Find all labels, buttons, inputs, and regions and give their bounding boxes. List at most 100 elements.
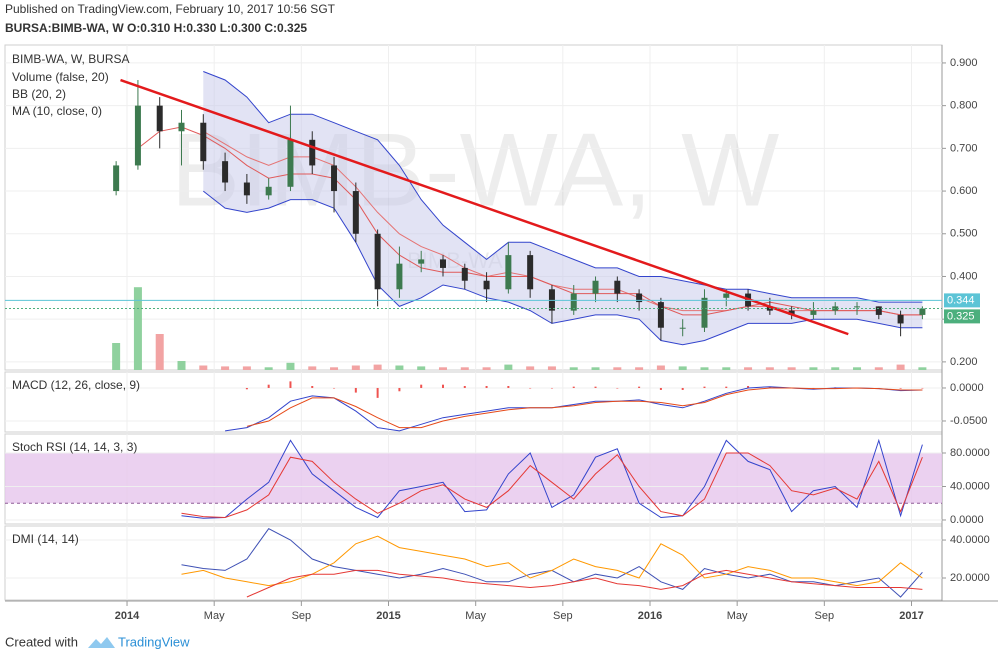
indicator-line xyxy=(246,569,923,598)
price-label-box xyxy=(944,293,980,308)
price-label: 0.325 xyxy=(947,310,975,322)
volume-bar xyxy=(373,364,382,370)
price-label-box xyxy=(944,309,980,324)
volume-bar xyxy=(133,287,142,370)
candle-body xyxy=(287,139,294,187)
pane-title: Stoch RSI (14, 14, 3, 3) xyxy=(12,440,137,454)
histogram-bar xyxy=(289,381,292,388)
candle-body xyxy=(134,105,141,166)
candle-body xyxy=(374,233,381,290)
volume-bar xyxy=(351,365,360,370)
volume-bar xyxy=(112,343,121,370)
y-tick-label: 0.200 xyxy=(950,356,978,368)
volume-bar xyxy=(765,367,774,370)
x-tick-label: 2015 xyxy=(376,610,400,622)
histogram-bar xyxy=(311,385,314,388)
y-tick-label: 80.0000 xyxy=(950,447,990,459)
volume-bar xyxy=(264,367,273,370)
volume-bar xyxy=(787,367,796,370)
y-tick-label: 40.0000 xyxy=(950,480,990,492)
candle-body xyxy=(222,161,229,183)
candle-body xyxy=(592,280,599,294)
volume-bar xyxy=(896,364,905,370)
histogram-bar xyxy=(529,387,532,389)
tradingview-logo xyxy=(88,637,115,648)
candle-body xyxy=(439,259,446,268)
candle-body xyxy=(875,306,882,315)
legend-entry: BB (20, 2) xyxy=(12,87,66,101)
indicator-line xyxy=(181,452,923,519)
volume-bar xyxy=(482,367,491,370)
x-tick-label: May xyxy=(727,610,748,622)
volume-bar xyxy=(330,367,339,370)
histogram-bar xyxy=(703,386,706,388)
band-middle xyxy=(203,130,923,316)
x-tick-label: Sep xyxy=(553,610,573,622)
pane-title: DMI (14, 14) xyxy=(12,532,79,546)
volume-bar xyxy=(438,367,447,370)
histogram-bar xyxy=(616,387,619,389)
candle-body xyxy=(919,308,926,315)
histogram-bar xyxy=(899,387,902,389)
symbol-line: BURSA:BIMB-WA, W O:0.310 H:0.330 L:0.300… xyxy=(5,21,307,35)
candle-body xyxy=(178,122,185,132)
histogram-bar xyxy=(768,386,771,388)
histogram-bar xyxy=(245,387,248,390)
candle-body xyxy=(505,255,512,290)
volume-bar xyxy=(547,366,556,370)
volume-bar xyxy=(504,364,513,370)
volume-bar xyxy=(700,367,709,370)
histogram-bar xyxy=(441,384,444,388)
volume-bar xyxy=(286,362,295,370)
volume-bar xyxy=(635,367,644,370)
volume-bar xyxy=(722,367,731,370)
band-lower xyxy=(202,190,923,346)
histogram-bar xyxy=(921,387,924,389)
y-tick-label: 0.0000 xyxy=(950,382,984,394)
histogram-bar xyxy=(507,385,510,388)
x-tick-label: 2014 xyxy=(115,610,140,622)
candle-body xyxy=(832,306,839,311)
volume-bar xyxy=(591,367,600,370)
x-tick-label: Sep xyxy=(815,610,835,622)
candle-body xyxy=(527,255,534,290)
y-tick-label: -0.0500 xyxy=(950,415,987,427)
histogram-bar xyxy=(463,385,466,388)
candle-body xyxy=(701,297,708,328)
created-with: Created with xyxy=(5,634,78,649)
volume-bar xyxy=(874,367,883,370)
plot-area: 2014 May Sep 2015 May Sep 2016 May Sep 2017 BIMB-W… xyxy=(4,40,998,622)
histogram-bar xyxy=(681,387,684,390)
candle-body xyxy=(897,314,904,324)
volume-bar xyxy=(242,366,251,370)
candle-body xyxy=(243,182,250,196)
indicator-line xyxy=(181,535,923,587)
band-fill xyxy=(5,453,942,504)
volume-bar xyxy=(613,367,622,370)
volume-bar xyxy=(308,366,317,370)
legend-entry: Volume (false, 20) xyxy=(12,70,109,84)
candle-body xyxy=(679,327,686,329)
volume-bar xyxy=(526,366,535,370)
candle-body xyxy=(788,310,795,315)
volume-bar xyxy=(417,366,426,370)
y-tick-label: 0.0000 xyxy=(950,514,984,526)
volume-bar xyxy=(678,366,687,370)
x-tick-label: Sep xyxy=(292,610,312,622)
legend-entry: MA (10, close, 0) xyxy=(12,104,102,118)
volume-bar xyxy=(656,365,665,370)
histogram-bar xyxy=(420,384,423,388)
candle-body xyxy=(636,293,643,303)
y-tick-label: 0.700 xyxy=(950,142,978,154)
candle-body xyxy=(396,263,403,290)
candle-body xyxy=(309,139,316,166)
candle-body xyxy=(614,280,621,294)
x-tick-label: 2016 xyxy=(638,610,662,622)
candle-body xyxy=(723,293,730,298)
candle-body xyxy=(200,122,207,162)
y-tick-label: 0.900 xyxy=(950,57,978,69)
x-tick-label: 2017 xyxy=(899,610,923,622)
y-tick-label: 20.0000 xyxy=(950,572,990,584)
histogram-bar xyxy=(267,384,270,388)
